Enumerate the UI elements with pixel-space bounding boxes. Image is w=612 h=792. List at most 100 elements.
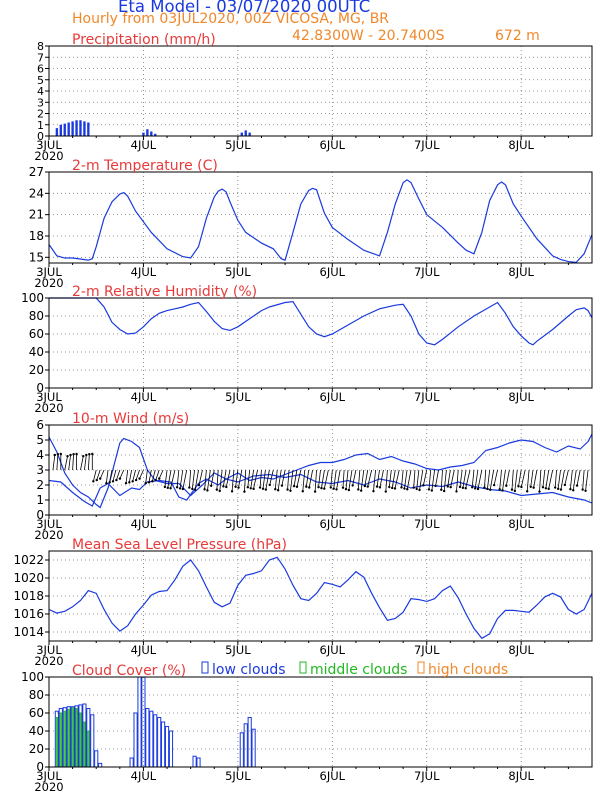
y-tick-label: 4 [36,448,44,462]
precip-bar [79,120,82,136]
wind-barb-tip [476,487,480,491]
middle-cloud-bar [83,721,86,768]
x-tick-label: 6JUL [320,517,346,531]
wind-barb [277,469,282,491]
wind-barb-tip [418,488,421,492]
wind-barb-tip [434,484,437,488]
wind-barb-tip [59,452,63,456]
x-tick-label: 5JUL [225,265,251,279]
wind-barb [484,469,487,488]
wind-barb-tip [289,489,292,493]
wind-barb-tip [329,486,332,489]
y-tick-label: 20 [29,742,44,756]
wind-barb [514,469,518,491]
low-cloud-bar [66,706,71,768]
precip-bar [67,122,70,136]
wind-barb-tip [412,486,415,489]
low-cloud-bar [251,728,256,768]
x-tick-label: 7JUL [414,517,440,531]
wind-barb [92,469,97,482]
x-tick-label: 3JUL [36,138,62,152]
wind-barb [179,469,184,489]
wind-barb-tip [313,490,317,493]
wind-barb-tip [158,477,161,480]
low-cloud-bar [58,708,63,768]
wind-barb [176,469,180,488]
y-tick-label: 1 [37,119,44,132]
wind-barb [253,469,258,489]
wind-barb [572,469,577,491]
wind-barb [456,469,459,492]
panel-title: 10-m Wind (m/s) [72,411,189,427]
wind-barb [459,469,463,487]
y-tick-label: 7 [37,51,44,64]
x-tick-label: 4JUL [131,265,157,279]
wind-barb-tip [553,486,557,489]
wind-barb-tip [372,489,375,493]
y-tick-label: 60 [29,327,44,341]
wind-barb-tip [415,487,418,491]
wind-barb-tip [166,486,170,490]
wind-barb [262,469,266,489]
wind-barb [305,469,310,487]
x-tick-label: 8JUL [508,769,534,783]
wind-barb-tip [384,490,387,493]
wind-barb [145,469,148,484]
wind-barb [364,469,369,487]
wind-barb-tip [82,454,85,458]
wind-barb-tip [138,477,141,480]
y-tick-label: 1022 [13,553,44,567]
y-tick-label: 5 [37,74,44,87]
wind-barb-tip [317,485,320,489]
wind-barb [428,469,432,490]
wind-barb-tip [261,487,265,490]
wind-barb [158,469,164,479]
panel-frame [48,171,593,264]
middle-cloud-bar [87,730,90,768]
precip-bar [59,124,62,136]
wind-barb-tip [363,484,367,488]
wind-barb-tip [427,488,431,491]
wind-barb [539,469,542,492]
wind-barb [132,469,136,482]
precip-bar [150,131,153,136]
low-cloud-bar [129,757,134,768]
y-tick-label: 80 [29,309,44,323]
wind-barb [219,469,223,491]
panel-4 [45,550,593,645]
wind-barb [530,469,534,487]
wind-barb [406,469,412,490]
low-cloud-bar [149,710,154,768]
x-tick-label: 4JUL [131,643,157,657]
panel-1 [45,171,593,267]
wind-barb-tip [134,478,138,482]
x-tick-label: 3JUL [36,643,62,657]
wind-barb-tip [95,478,98,482]
x-tick-label: 7JUL [414,138,440,152]
wind-barb-tip [547,487,550,491]
wind-barb-tip [53,453,57,457]
y-tick-label: 60 [29,706,44,720]
chart-title: Eta Model - 03/07/2020 00UTC [118,0,371,16]
low-cloud-bar [243,723,248,768]
wind-barb [477,469,483,490]
wind-barb [367,469,373,487]
wind-barb-tip [280,484,284,487]
legend-swatch [417,661,425,674]
x-tick-sublabel: 2020 [34,276,63,290]
wind-barb [342,469,345,488]
wind-barb-tip [308,486,311,489]
y-tick-label: 24 [29,186,44,200]
wind-barb-tip [359,489,363,492]
low-cloud-bar [82,703,87,768]
wind-barb [416,469,420,490]
precip-bar [244,130,247,136]
wind-barb-tip [464,487,467,490]
wind-barb [545,469,550,489]
wind-barb [64,456,68,471]
wind-barb [296,469,302,487]
wind-barb-tip [85,453,88,457]
wind-barb-tip [175,486,179,489]
wind-barb-tip [88,453,91,456]
wind-barb-tip [446,485,449,488]
